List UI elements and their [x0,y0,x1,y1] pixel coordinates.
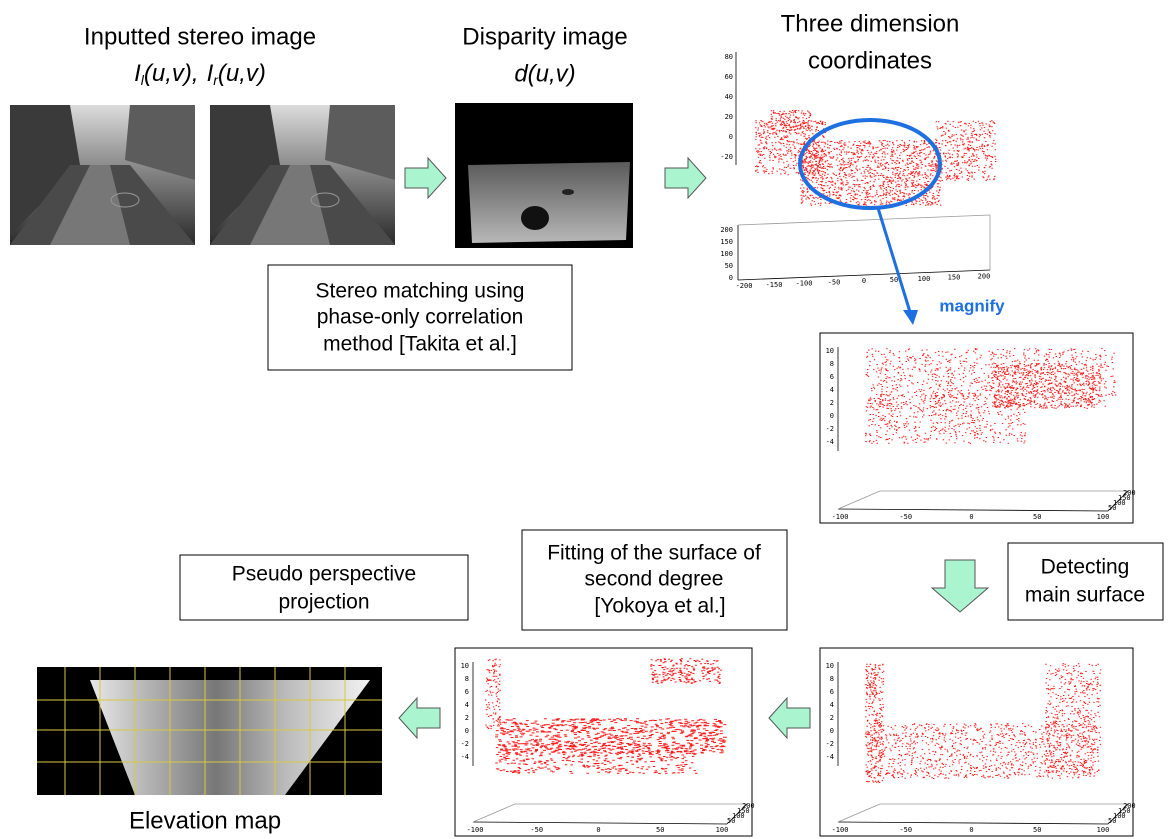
magnify-arrowhead [903,310,918,325]
axis [738,215,990,225]
x-tick-label: -50 [899,826,912,834]
x-tick-label: -100 [796,280,813,288]
magnify-arrow [878,208,910,312]
y-tick-label: 0 [729,274,733,282]
box-text: phase-only correlation [317,306,524,329]
z-tick-label: 2 [830,714,834,722]
disparity-image [455,103,633,248]
z-tick-label: 2 [465,714,469,722]
x-tick-label: 100 [1097,513,1110,521]
x-tick-label: 100 [716,826,729,834]
z-tick-label: 40 [725,93,733,101]
box-text: Fitting of the surface of [547,542,761,565]
box-text: Pseudo perspective [232,563,416,586]
box-text: [Yokoya et al.] [594,595,725,618]
right-image [210,105,395,245]
z-tick-label: 0 [830,412,834,420]
z-tick-label: 0 [465,727,469,735]
box-text: Stereo matching using [316,280,525,303]
z-tick-label: -2 [461,740,469,748]
z-tick-label: 8 [830,675,834,683]
box-text: method [Takita et al.] [323,333,517,356]
x-tick-label: -50 [828,278,841,286]
x-tick-label: 0 [969,826,973,834]
x-tick-label: 100 [918,275,931,283]
y-tick-label: 100 [720,250,733,258]
x-tick-label: -50 [899,513,912,521]
y-tick-label: 50 [1108,504,1116,512]
formula-args: (u,v), [144,60,199,87]
x-tick-label: 50 [1033,826,1041,834]
x-tick-label: -150 [766,281,783,289]
elevation-image [37,667,382,795]
z-tick-label: 4 [465,701,469,709]
box-text: Detecting [1041,556,1130,579]
x-tick-label: 0 [862,277,866,285]
z-tick-label: 2 [830,399,834,407]
z-tick-label: 6 [830,373,834,381]
x-tick-label: 50 [890,276,898,284]
z-tick-label: 4 [830,386,834,394]
z-tick-label: 6 [465,688,469,696]
text-box [1008,543,1163,620]
diagram: Inputted stereo image Il(u,v),Ir(u,v) Di… [0,0,1173,839]
x-tick-label: -50 [530,826,543,834]
box-text: projection [278,591,369,614]
x-tick-label: 50 [656,826,664,834]
z-tick-label: 8 [830,360,834,368]
z-tick-label: -2 [826,425,834,433]
z-tick-label: -4 [461,753,469,761]
left-image [10,105,195,245]
box-text: second degree [585,568,724,591]
z-tick-label: 6 [830,688,834,696]
coordinates-title: coordinates [808,47,932,74]
elevation-title: Elevation map [129,807,281,834]
x-tick-label: -200 [736,282,753,290]
highlight-ellipse [800,120,940,208]
stereo-title: Inputted stereo image [84,23,316,50]
magnify-label: magnify [939,296,1005,315]
z-tick-label: 8 [465,675,469,683]
point-cloud [755,110,996,206]
formula-args: (u,v) [218,60,266,87]
x-tick-label: 200 [978,272,991,280]
z-tick-label: -20 [720,153,733,161]
z-tick-label: 80 [725,53,733,61]
x-tick-label: -100 [832,826,849,834]
stereo-formula: Il(u,v),Ir(u,v) [134,60,266,87]
x-tick-label: -100 [467,826,484,834]
z-tick-label: -2 [826,740,834,748]
z-tick-label: 0 [830,727,834,735]
box-text: main surface [1025,584,1145,607]
coordinates-title: Three dimension [781,10,960,37]
z-tick-label: 60 [725,73,733,81]
z-tick-label: -4 [826,753,834,761]
disparity-title: Disparity image [462,23,627,50]
x-tick-label: 150 [948,274,961,282]
z-tick-label: 10 [826,662,834,670]
z-tick-label: -4 [826,438,834,446]
x-tick-label: -100 [832,513,849,521]
y-tick-label: 200 [720,226,733,234]
disparity-formula: d(u,v) [514,60,575,87]
z-tick-label: 20 [725,113,733,121]
x-tick-label: 50 [1033,513,1041,521]
z-tick-label: 10 [461,662,469,670]
x-tick-label: 100 [1097,826,1110,834]
y-tick-label: 50 [1108,817,1116,825]
y-tick-label: 50 [727,817,735,825]
y-tick-label: 50 [725,262,733,270]
z-tick-label: 4 [830,701,834,709]
x-tick-label: 0 [596,826,600,834]
z-tick-label: 0 [729,133,733,141]
x-tick-label: 0 [969,513,973,521]
plot-frame [455,648,752,836]
y-tick-label: 150 [720,238,733,246]
z-tick-label: 10 [826,347,834,355]
